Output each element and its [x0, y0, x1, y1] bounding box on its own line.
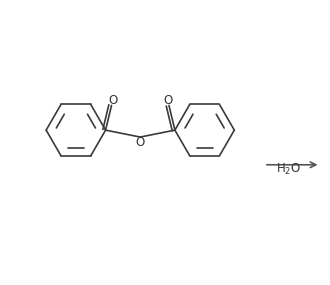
- Text: H$_2$O: H$_2$O: [276, 162, 301, 177]
- Text: O: O: [163, 94, 173, 107]
- Text: O: O: [108, 94, 117, 107]
- Text: O: O: [136, 135, 145, 148]
